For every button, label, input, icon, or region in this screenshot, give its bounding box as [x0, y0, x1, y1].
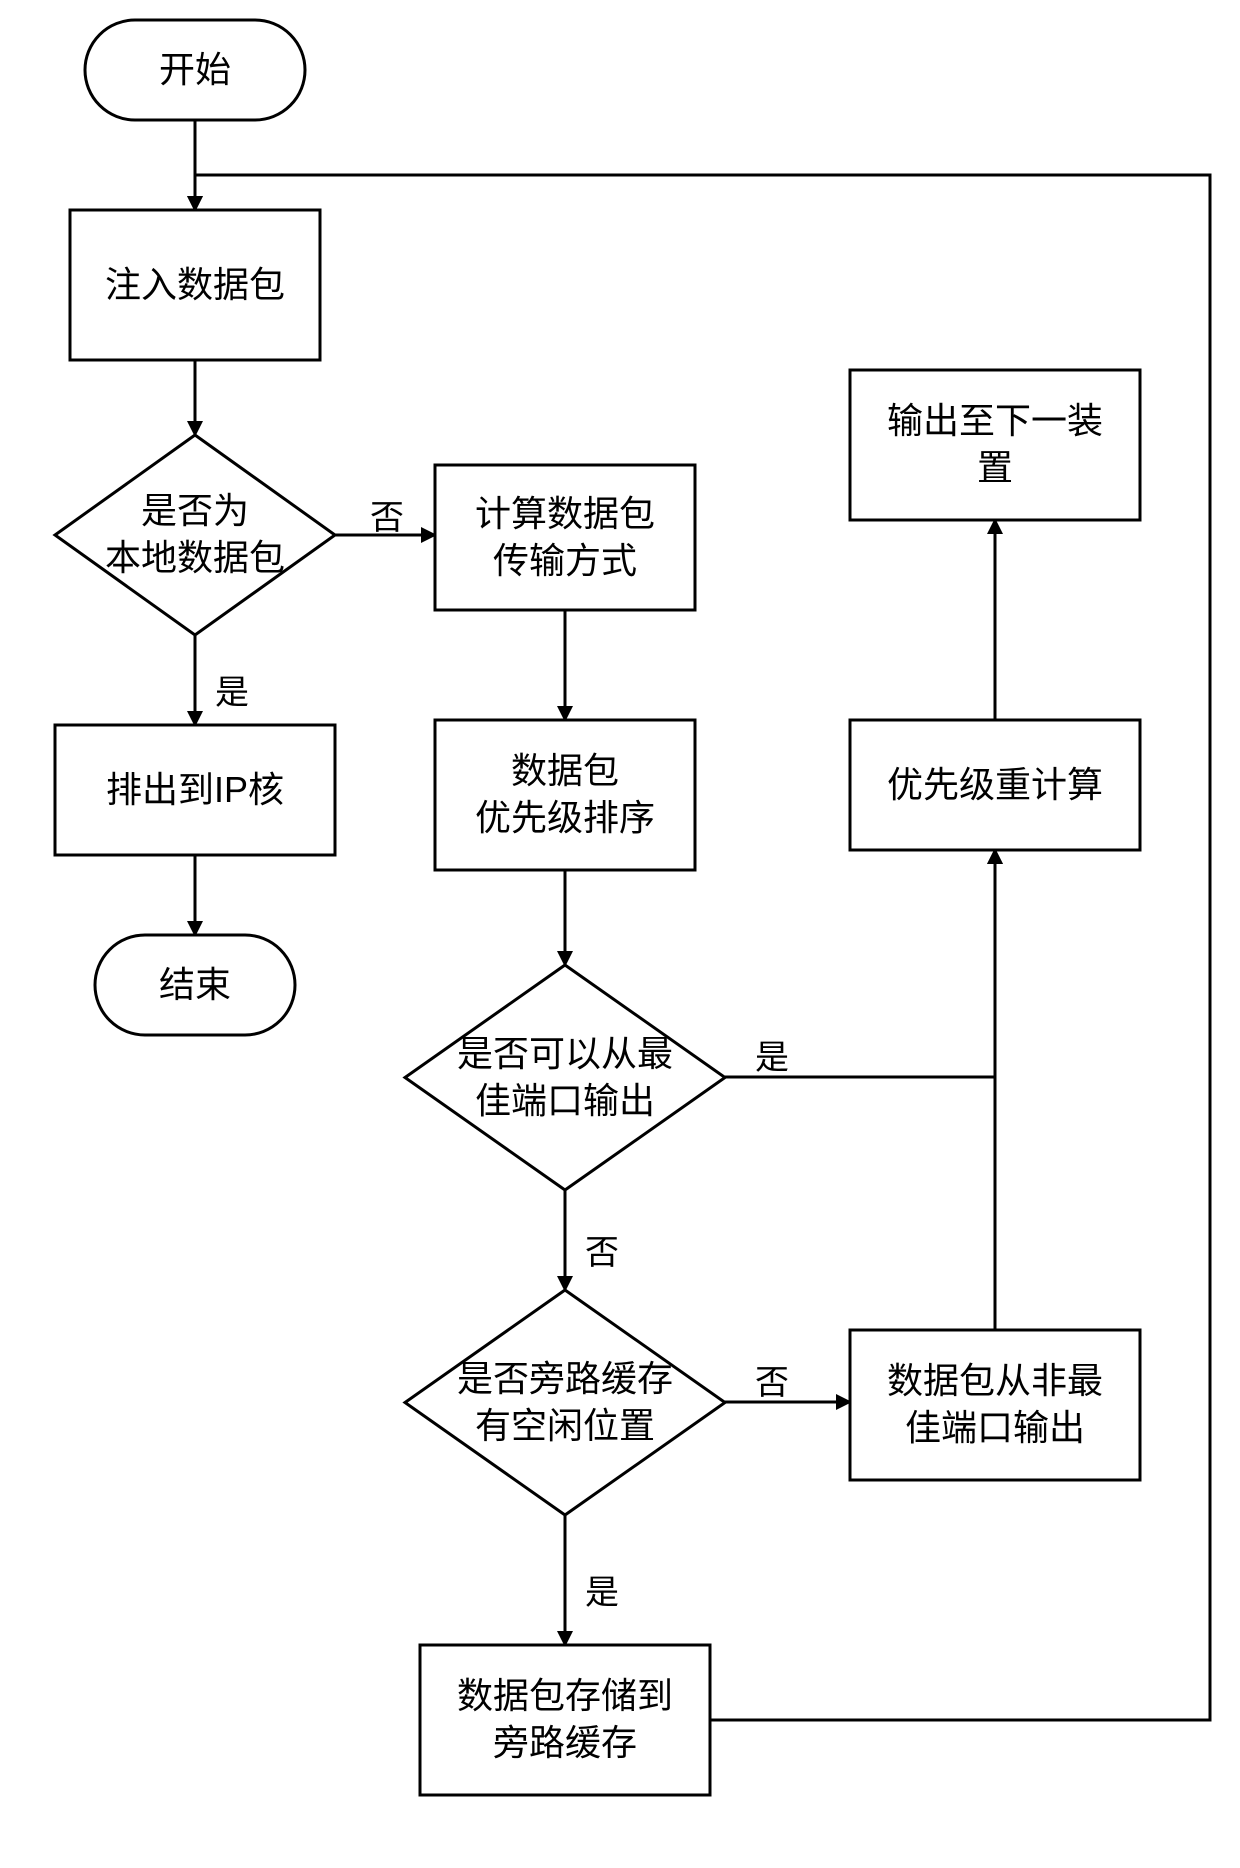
node-is_local: [55, 435, 335, 635]
node-inject: [70, 210, 320, 360]
node-recalc: [850, 720, 1140, 850]
node-non_best: [850, 1330, 1140, 1480]
node-to_ip: [55, 725, 335, 855]
node-end: [95, 935, 295, 1035]
e-islocal-toip-label: 是: [215, 665, 249, 714]
node-output: [850, 370, 1140, 520]
node-to_cache: [420, 1645, 710, 1795]
node-has_cache: [405, 1290, 725, 1515]
e-hascache-tocache-label: 是: [585, 1565, 619, 1614]
e-islocal-calctx-label: 否: [370, 490, 404, 539]
e-hascache-nonbest-label: 否: [755, 1355, 789, 1404]
node-sort: [435, 720, 695, 870]
e-bestport-recalc-label: 是: [755, 1030, 789, 1079]
node-calc_tx: [435, 465, 695, 610]
flowchart-canvas: [0, 0, 1240, 1868]
node-start: [85, 20, 305, 120]
node-best_port: [405, 965, 725, 1190]
e-bestport-hascache-label: 否: [585, 1225, 619, 1274]
